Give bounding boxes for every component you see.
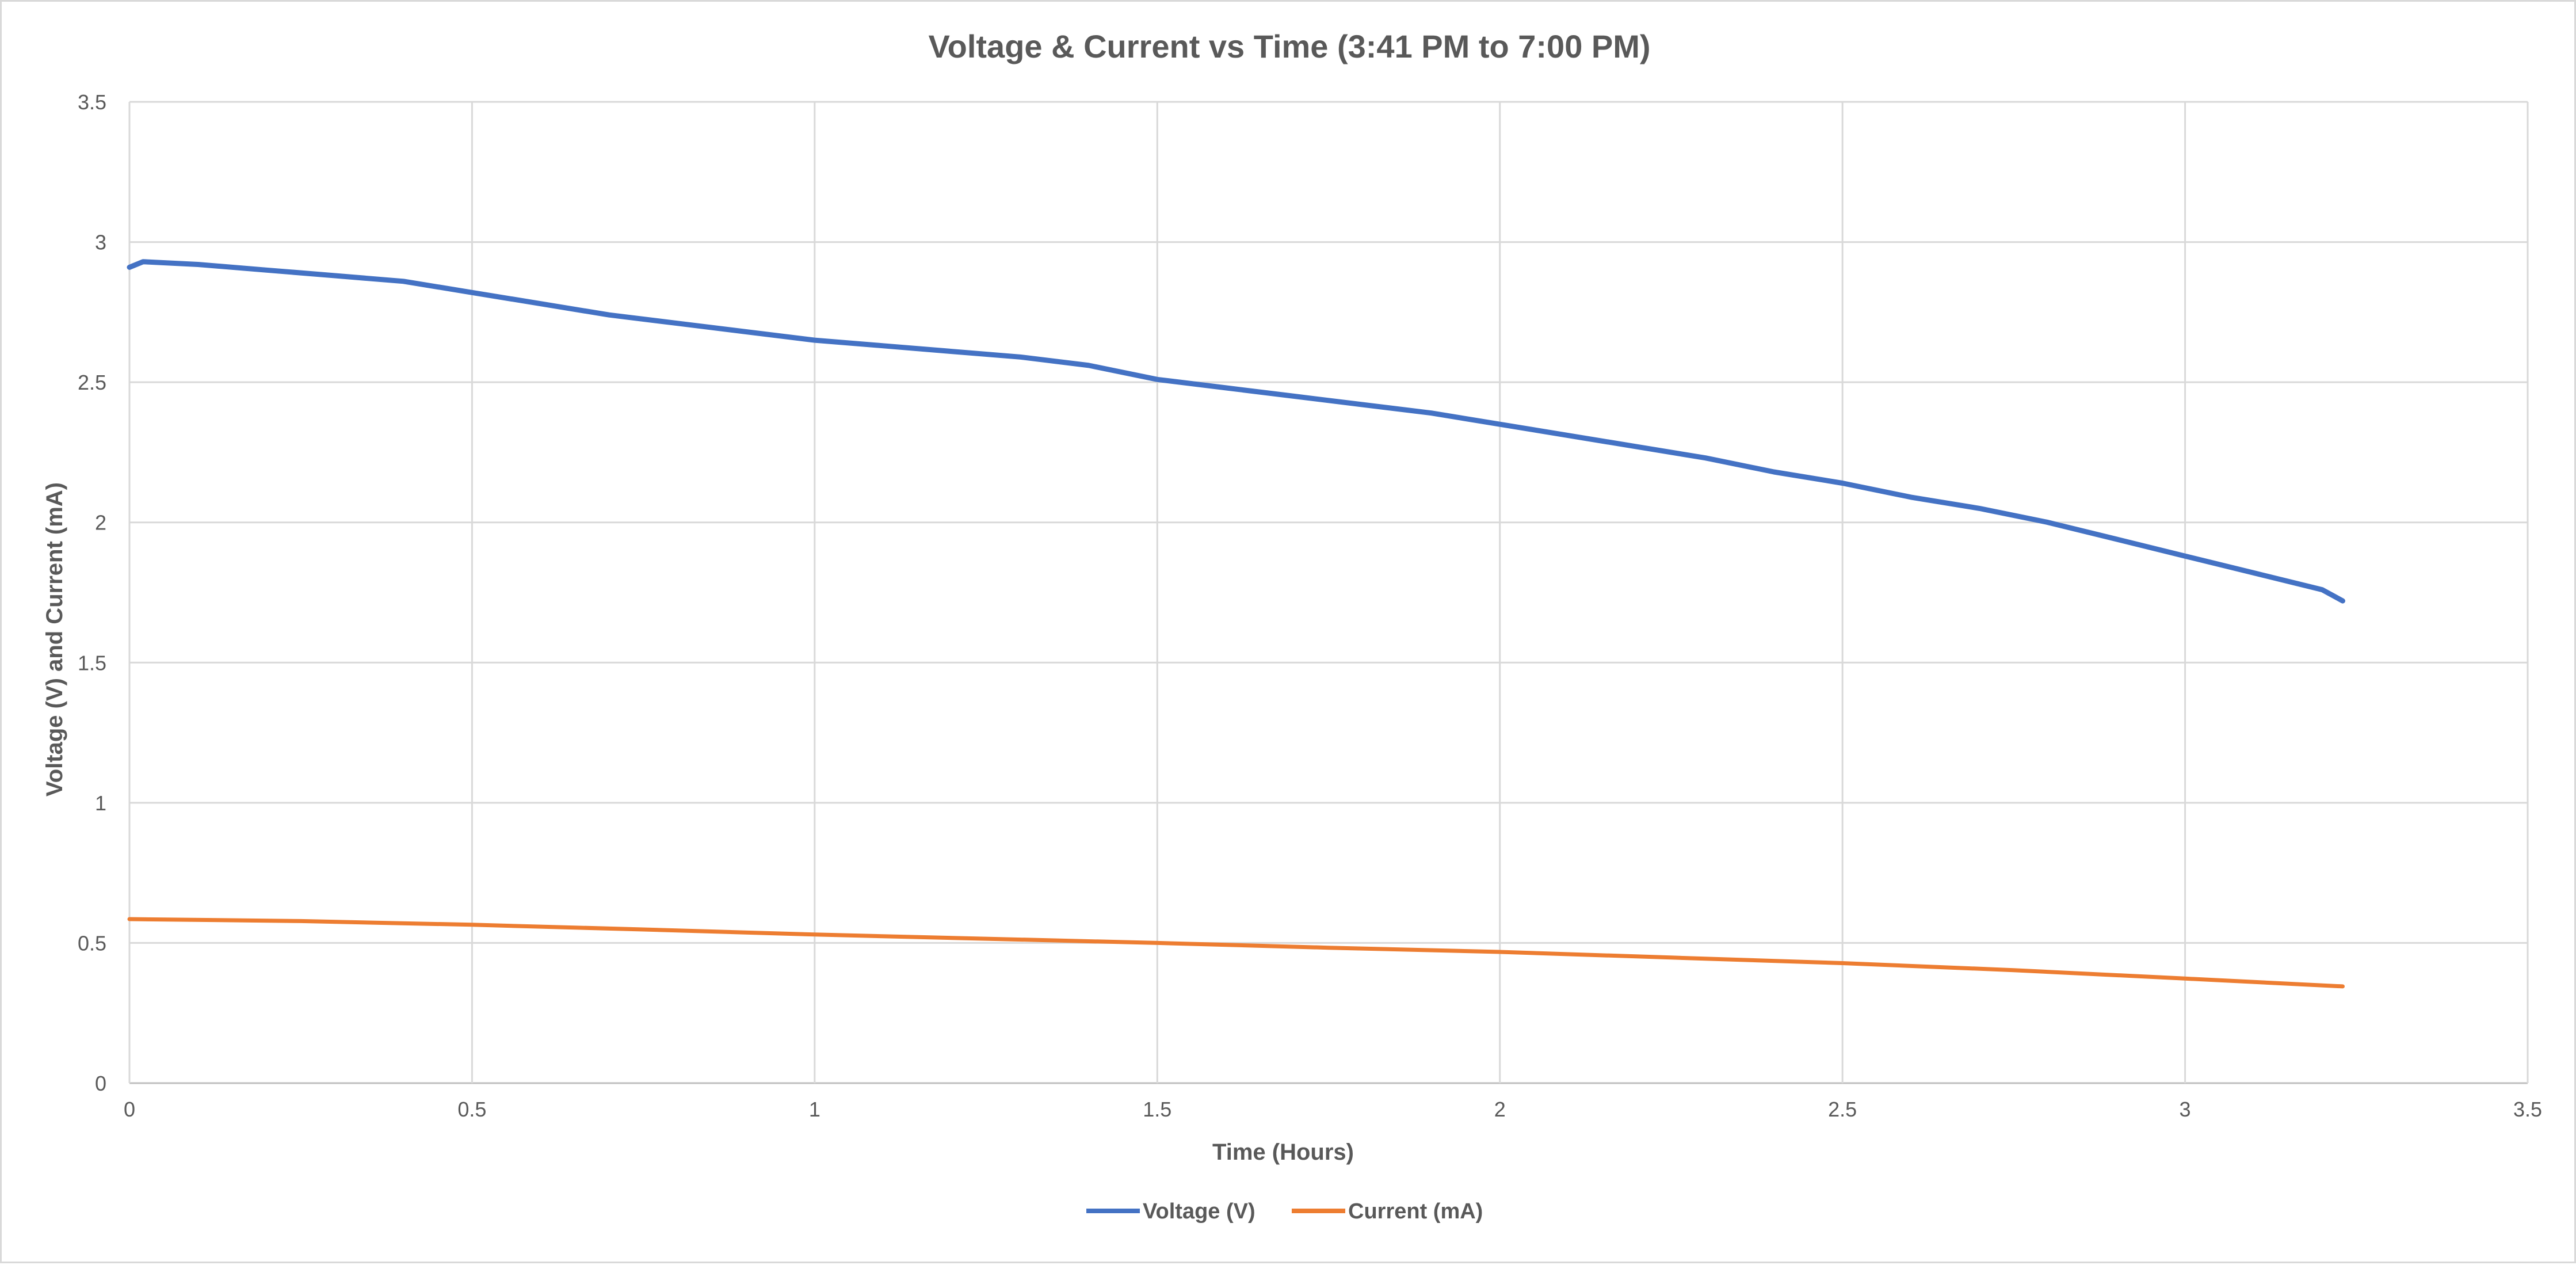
chart-title: Voltage & Current vs Time (3:41 PM to 7:… [928, 28, 1650, 64]
x-tick-label-3: 1.5 [1143, 1098, 1171, 1121]
x-tick-label-5: 2.5 [1828, 1098, 1857, 1121]
y-tick-label-5: 2.5 [78, 371, 106, 394]
y-axis-title: Voltage (V) and Current (mA) [42, 482, 67, 797]
x-tick-label-4: 2 [1494, 1098, 1506, 1121]
legend-label-current-ma: Current (mA) [1348, 1199, 1483, 1224]
x-tick-label-1: 0.5 [457, 1098, 486, 1121]
series-line-voltage-v [127, 259, 2345, 604]
series-line-current-ma [127, 917, 2345, 989]
y-tick-label-1: 0.5 [78, 931, 106, 955]
x-tick-label-7: 3.5 [2513, 1098, 2542, 1121]
legend: Voltage (V) Current (mA) [1086, 1199, 1483, 1224]
y-tick-label-2: 1 [95, 791, 106, 815]
y-tick-label-7: 3.5 [78, 90, 106, 114]
y-tick-label-4: 2 [95, 511, 106, 535]
x-tick-label-6: 3 [2180, 1098, 2191, 1121]
y-tick-label-6: 3 [95, 231, 106, 254]
grid-layer [128, 101, 2529, 1084]
legend-label-voltage-v: Voltage (V) [1143, 1199, 1255, 1224]
y-tick-label-0: 0 [95, 1072, 106, 1095]
series-layer [127, 259, 2345, 989]
tick-layer: 0 0.5 1 1.5 2 2.5 3 3.5 0 0.5 1 1.5 2 2.5 3 3.5 [78, 90, 2542, 1121]
x-axis-title: Time (Hours) [1212, 1140, 1354, 1165]
x-tick-label-2: 1 [809, 1098, 820, 1121]
y-tick-label-3: 1.5 [78, 651, 106, 675]
x-tick-label-0: 0 [124, 1098, 135, 1121]
